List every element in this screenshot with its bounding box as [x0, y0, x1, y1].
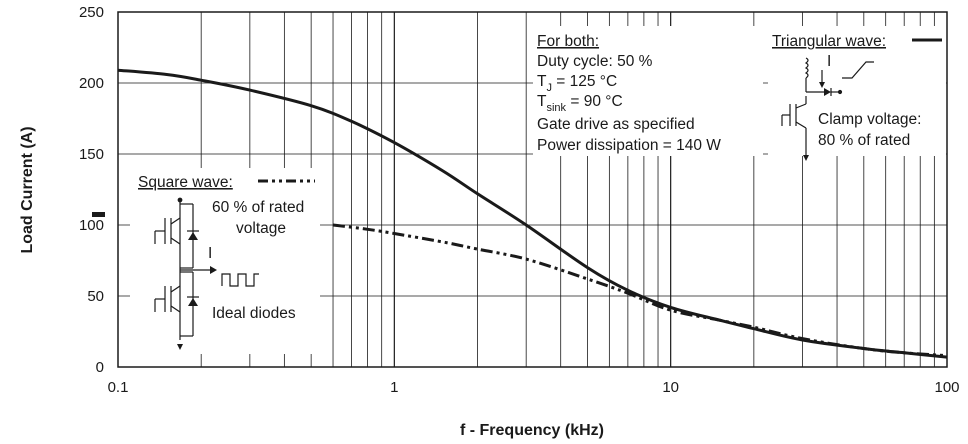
- y-tick-label: 50: [87, 288, 104, 305]
- series-layer: [117, 68, 948, 359]
- clamp-voltage-text-1: Clamp voltage:: [818, 111, 921, 128]
- duty-cycle-text: Duty cycle: 50 %: [537, 53, 653, 70]
- ideal-diodes-text: Ideal diodes: [212, 305, 296, 322]
- x-tick-label: 100: [934, 379, 959, 396]
- rated-voltage-text-1: 60 % of rated: [212, 199, 304, 216]
- triangular-wave-annotation: Triangular wave: I Clamp voltage: 8: [768, 26, 946, 161]
- x-tick-label: 0.1: [108, 379, 129, 396]
- tsink-text: Tsink = 90 °C: [537, 93, 623, 114]
- square-box: [130, 168, 320, 354]
- tj-text: TJ = 125 °C: [537, 73, 617, 94]
- igbt-clamp-circuit-icon: [781, 57, 874, 161]
- square-wave-series: [332, 223, 948, 358]
- x-tick-label: 1: [390, 379, 398, 396]
- marker-stub: [92, 212, 105, 217]
- y-axis-title: Load Current (A): [19, 126, 36, 253]
- power-dissipation-text: Power dissipation = 140 W: [537, 137, 721, 154]
- current-label-left: I: [208, 245, 212, 262]
- square-wave-label: Square wave:: [138, 174, 233, 191]
- triangular-wave-label: Triangular wave:: [772, 33, 886, 50]
- x-tick-labels: 0.1 1 10 100: [108, 379, 960, 396]
- for-both-title: For both:: [537, 33, 599, 50]
- half-bridge-circuit-icon: [154, 197, 259, 350]
- y-tick-labels: 0 50 100 150 200 250: [79, 4, 104, 376]
- square-wave-annotation: Square wave: 60 % of rated voltage Ideal…: [130, 168, 320, 354]
- y-tick-label: 100: [79, 217, 104, 234]
- y-tick-label: 150: [79, 146, 104, 163]
- x-axis-title: f - Frequency (kHz): [460, 422, 604, 439]
- y-tick-label: 0: [96, 359, 104, 376]
- x-tick-label: 10: [662, 379, 679, 396]
- for-both-annotation: For both: Duty cycle: 50 % TJ = 125 °C T…: [533, 26, 763, 156]
- triangular-box: [768, 26, 946, 156]
- for-both-box: [533, 26, 763, 156]
- y-tick-label: 200: [79, 75, 104, 92]
- current-label-right: I: [827, 53, 831, 70]
- y-tick-label: 250: [79, 4, 104, 21]
- clamp-voltage-text-2: 80 % of rated: [818, 132, 910, 149]
- gate-drive-text: Gate drive as specified: [537, 116, 695, 133]
- rated-voltage-text-2: voltage: [236, 220, 286, 237]
- plot-frame: [117, 11, 948, 368]
